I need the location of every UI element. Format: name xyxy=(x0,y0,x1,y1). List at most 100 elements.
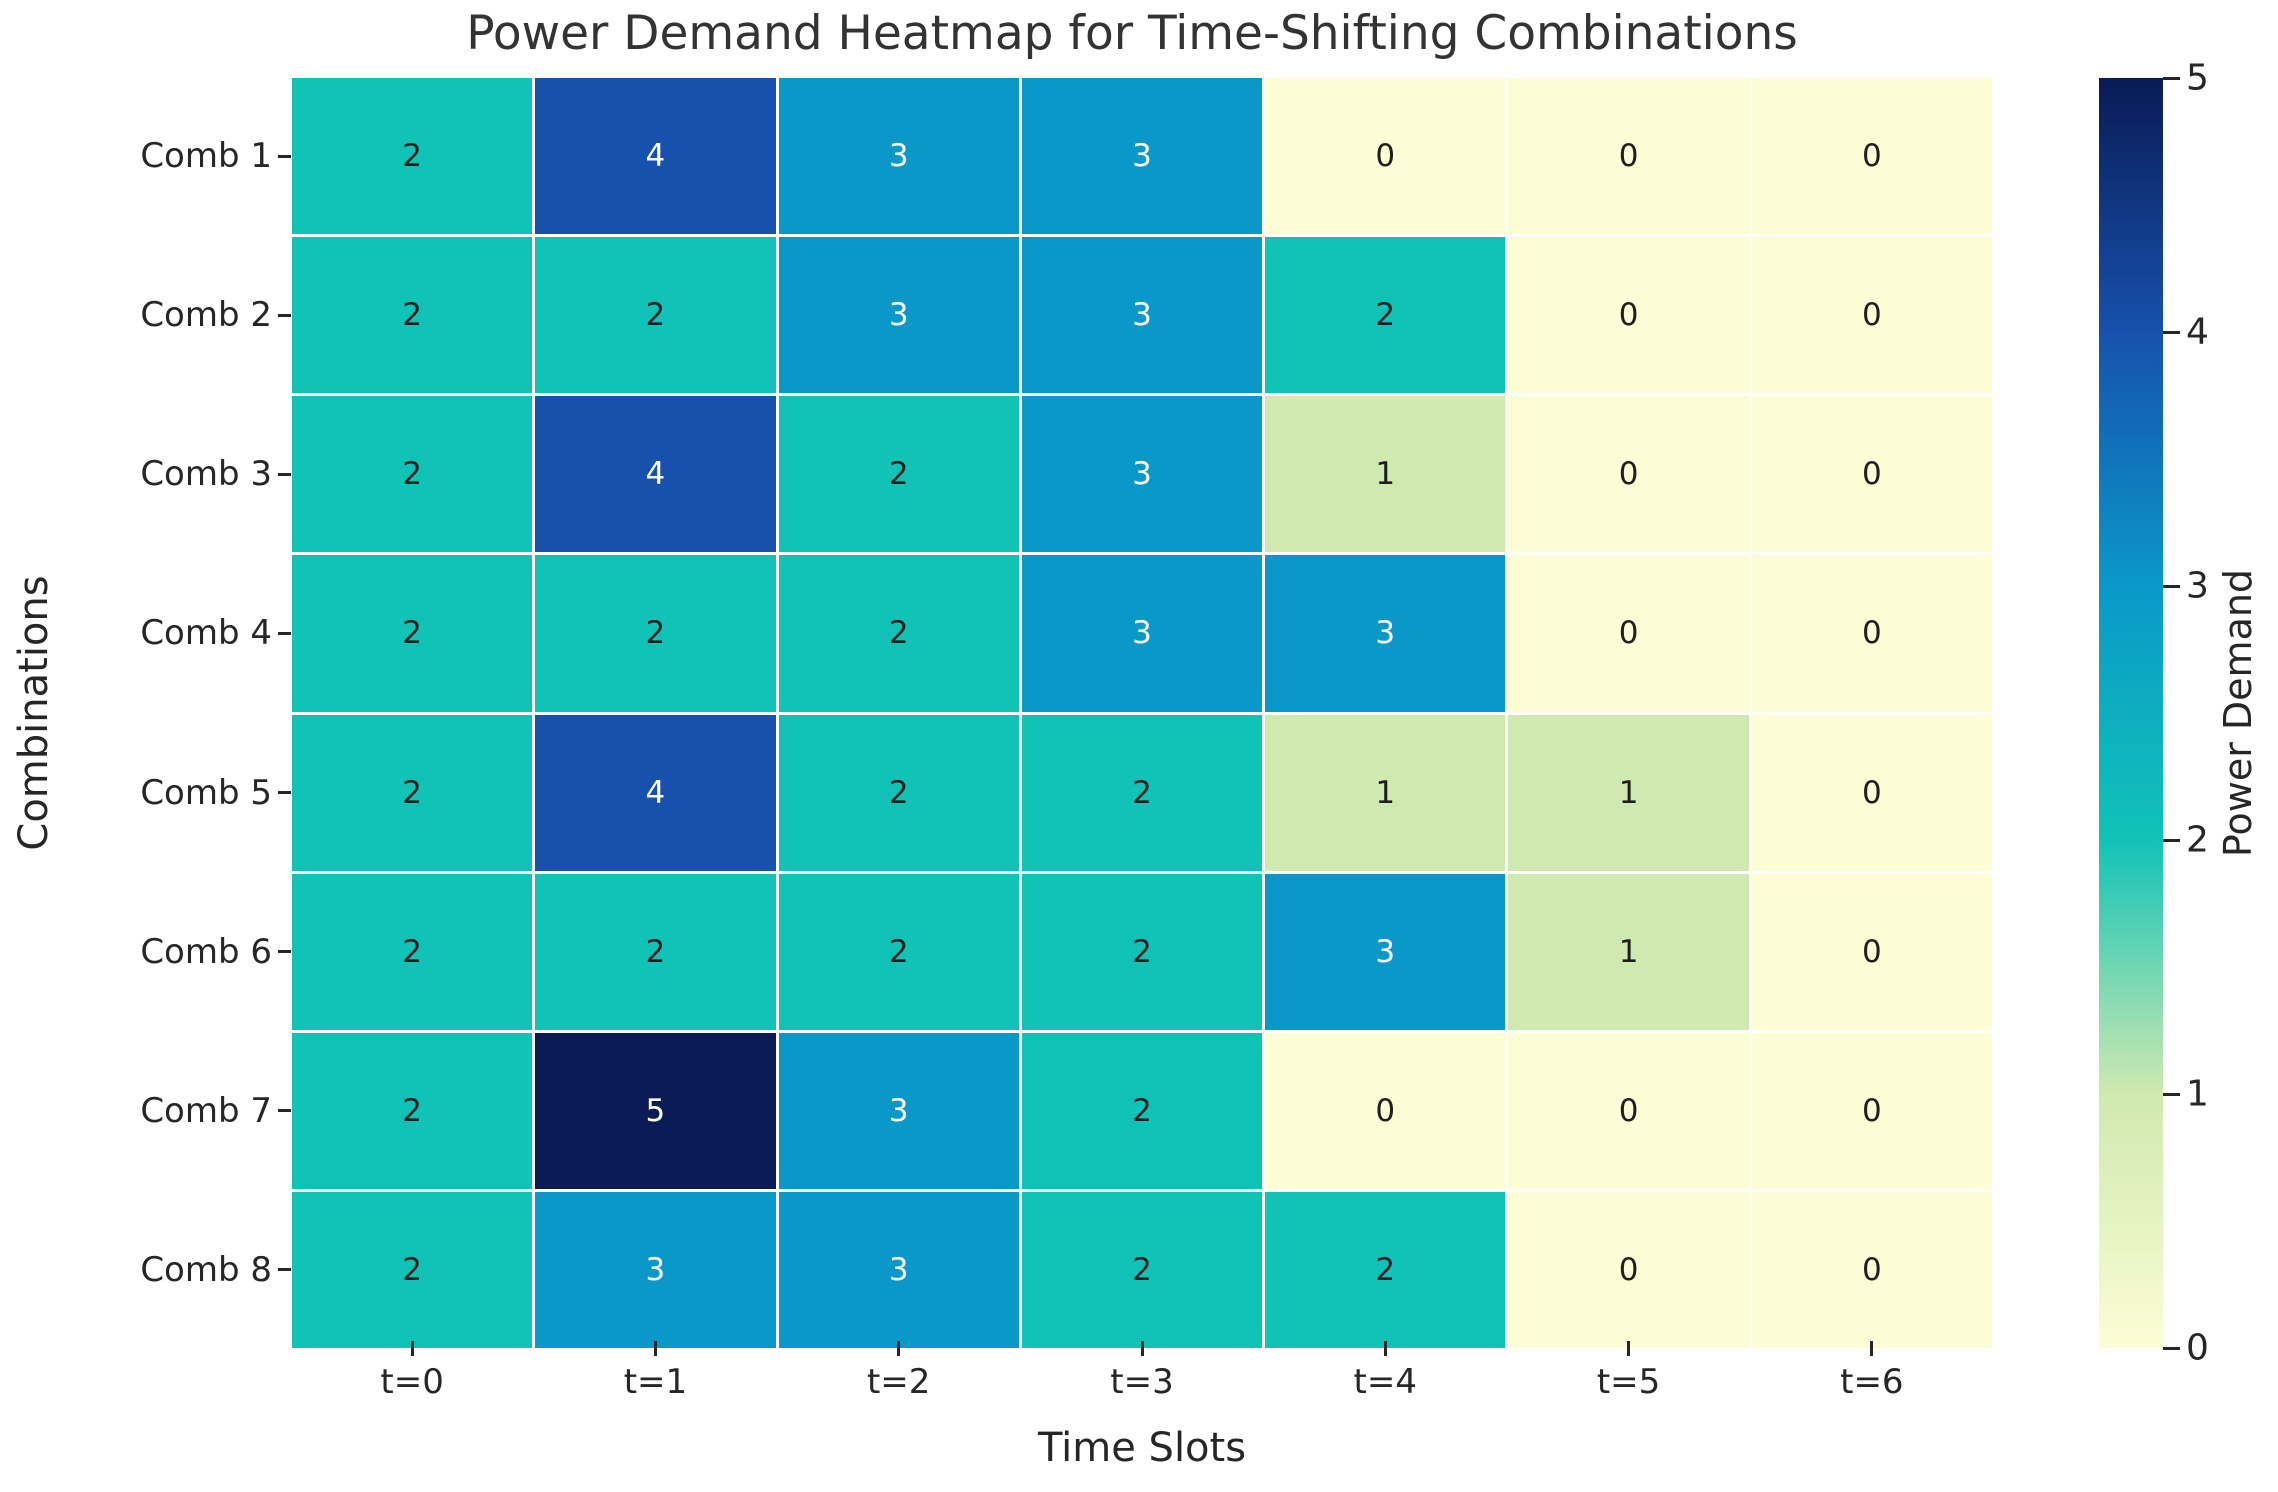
cell-value: 3 xyxy=(1132,138,1152,175)
y-tick-mark xyxy=(278,791,291,795)
cell-value: 1 xyxy=(1375,774,1396,811)
heatmap-cell: 2 xyxy=(292,1032,533,1189)
heatmap-cell: 3 xyxy=(778,78,1019,235)
x-tick-mark xyxy=(1383,1341,1387,1356)
cell-value: 0 xyxy=(1618,615,1639,652)
y-tick-label: Comb 2 xyxy=(140,295,272,336)
heatmap-cell: 0 xyxy=(1265,78,1506,235)
heatmap-cell: 2 xyxy=(535,873,776,1030)
x-tick-label: t=3 xyxy=(1110,1362,1174,1402)
cell-value: 0 xyxy=(1861,297,1882,334)
cell-value: 0 xyxy=(1861,456,1882,493)
cell-value: 2 xyxy=(1132,1092,1152,1129)
colorbar-gradient xyxy=(2099,78,2163,1348)
x-tick-label: t=1 xyxy=(623,1362,688,1402)
heatmap-cell: 2 xyxy=(535,237,776,394)
y-tick-label: Comb 6 xyxy=(140,931,272,972)
heatmap-cell: 2 xyxy=(778,555,1019,712)
colorbar-tick-mark xyxy=(2163,1092,2180,1096)
cell-value: 2 xyxy=(402,297,422,334)
heatmap-cell: 3 xyxy=(778,237,1019,394)
y-tick-mark xyxy=(278,1268,291,1272)
x-tick-mark xyxy=(1870,1341,1874,1356)
cell-value: 4 xyxy=(645,774,666,811)
heatmap-cell: 4 xyxy=(535,396,776,553)
heatmap-cell: 1 xyxy=(1265,714,1506,871)
colorbar-tick-label: 4 xyxy=(2186,311,2209,353)
cell-value: 2 xyxy=(888,456,909,493)
cell-value: 5 xyxy=(645,1092,666,1129)
x-tick-mark xyxy=(1140,1341,1144,1356)
cell-value: 4 xyxy=(645,456,666,493)
cell-value: 0 xyxy=(1861,933,1882,970)
heatmap-cell: 4 xyxy=(535,78,776,235)
colorbar-tick-label: 3 xyxy=(2186,565,2209,607)
x-axis-label: Time Slots xyxy=(1037,1425,1247,1471)
cell-value: 2 xyxy=(645,933,666,970)
cell-value: 0 xyxy=(1861,1251,1882,1288)
cell-value: 0 xyxy=(1861,1092,1882,1129)
cell-value: 0 xyxy=(1618,1251,1639,1288)
heatmap-cell: 0 xyxy=(1751,78,1992,235)
x-tick-mark xyxy=(1627,1341,1631,1356)
heatmap-cell: 0 xyxy=(1265,1032,1506,1189)
heatmap-cell: 0 xyxy=(1751,237,1992,394)
heatmap-cell: 0 xyxy=(1508,1032,1749,1189)
heatmap-cell: 0 xyxy=(1508,78,1749,235)
heatmap-cell: 2 xyxy=(778,396,1019,553)
cell-value: 0 xyxy=(1618,1092,1639,1129)
heatmap-cell: 2 xyxy=(292,873,533,1030)
heatmap-cell: 0 xyxy=(1508,396,1749,553)
cell-value: 2 xyxy=(1375,297,1396,334)
heatmap-cell: 2 xyxy=(1021,1032,1263,1189)
cell-value: 0 xyxy=(1618,456,1639,493)
cell-value: 2 xyxy=(402,456,422,493)
y-tick-label: Comb 4 xyxy=(140,613,272,654)
heatmap-cell: 3 xyxy=(778,1032,1019,1189)
x-tick-label: t=5 xyxy=(1596,1362,1661,1402)
heatmap-cell: 3 xyxy=(1021,396,1263,553)
heatmap-cell: 1 xyxy=(1508,873,1749,1030)
colorbar-tick-mark xyxy=(2163,76,2180,80)
cell-value: 0 xyxy=(1618,138,1639,175)
colorbar-tick-label: 2 xyxy=(2186,819,2209,861)
cell-value: 3 xyxy=(888,1251,909,1288)
heatmap-cell: 2 xyxy=(1021,873,1263,1030)
heatmap-cell: 2 xyxy=(778,873,1019,1030)
heatmap-cell: 5 xyxy=(535,1032,776,1189)
x-tick-mark xyxy=(897,1341,901,1356)
cell-value: 3 xyxy=(888,138,909,175)
heatmap-cell: 2 xyxy=(535,555,776,712)
cell-value: 2 xyxy=(402,1251,422,1288)
y-tick-label: Comb 3 xyxy=(140,454,272,495)
heatmap-cell: 0 xyxy=(1751,555,1992,712)
cell-value: 0 xyxy=(1861,138,1882,175)
colorbar-tick-mark xyxy=(2163,838,2180,842)
heatmap-cell: 0 xyxy=(1751,1032,1992,1189)
cell-value: 1 xyxy=(1375,456,1396,493)
cell-value: 2 xyxy=(1375,1251,1396,1288)
heatmap-cell: 0 xyxy=(1751,873,1992,1030)
x-tick-label: t=2 xyxy=(866,1362,931,1402)
heatmap-cell: 2 xyxy=(292,714,533,871)
colorbar-tick-label: 1 xyxy=(2186,1073,2209,1115)
y-tick-mark xyxy=(278,472,291,476)
heatmap-cell: 4 xyxy=(535,714,776,871)
y-tick-label: Comb 1 xyxy=(140,136,272,177)
y-tick-mark xyxy=(278,950,291,954)
colorbar-tick-mark xyxy=(2163,330,2180,334)
heatmap-cell: 0 xyxy=(1751,1191,1992,1348)
cell-value: 3 xyxy=(1375,615,1396,652)
heatmap-cell: 2 xyxy=(292,396,533,553)
cell-value: 3 xyxy=(1132,456,1152,493)
heatmap-cell: 3 xyxy=(1265,873,1506,1030)
colorbar-tick-mark xyxy=(2163,584,2180,588)
heatmap-cell: 2 xyxy=(778,714,1019,871)
cell-value: 0 xyxy=(1861,615,1882,652)
chart-title: Power Demand Heatmap for Time-Shifting C… xyxy=(466,6,1798,61)
cell-value: 1 xyxy=(1618,933,1639,970)
heatmap-cell: 3 xyxy=(535,1191,776,1348)
y-tick-mark xyxy=(278,313,291,317)
colorbar-tick-label: 0 xyxy=(2186,1327,2209,1369)
